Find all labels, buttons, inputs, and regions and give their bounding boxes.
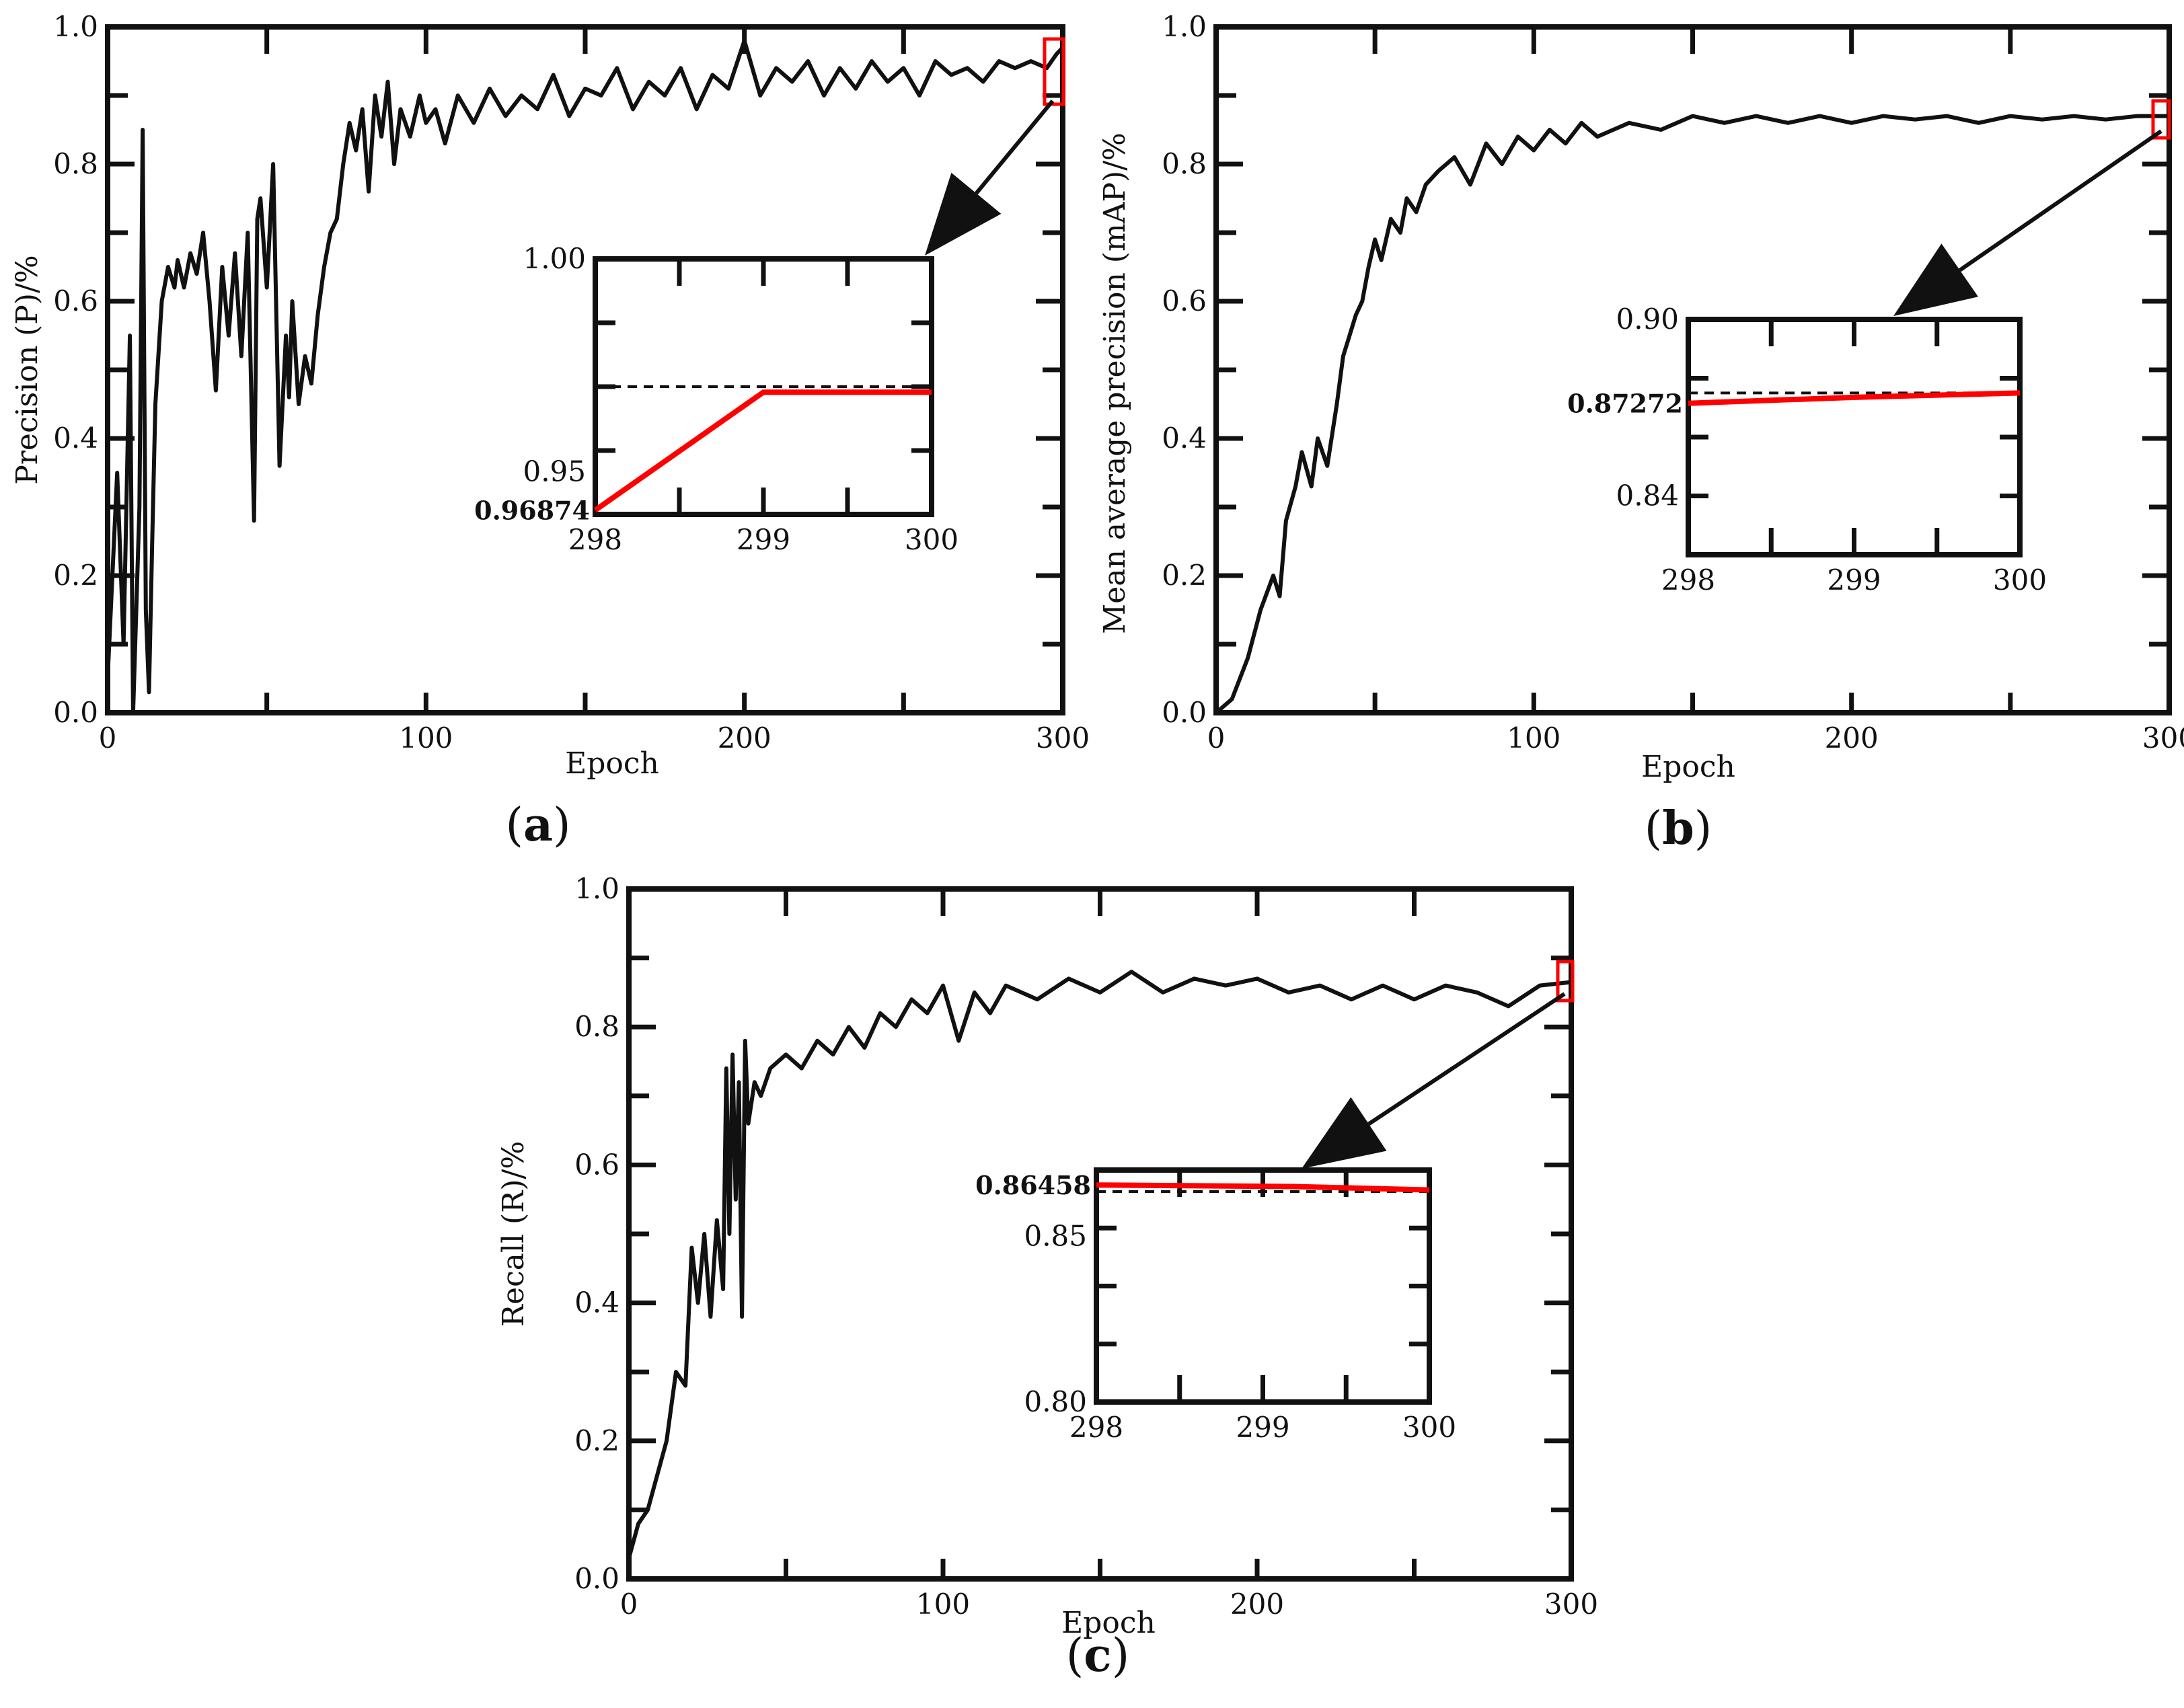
callout-arrow-shaft	[1959, 129, 2162, 272]
x-tick-label: 100	[399, 722, 453, 754]
callout-arrow-shaft	[975, 100, 1055, 195]
x-tick-label: 100	[1507, 722, 1560, 754]
callout-arrow-shaft	[1367, 992, 1566, 1126]
inset-frame	[1094, 1167, 1432, 1405]
panel-label-close: )	[1112, 1629, 1130, 1682]
panel-b: 0.0 0.2 0.4 0.6 0.8 1.0 0 100 200 300 Epoch Mean av…	[1098, 10, 2184, 855]
y-tick-label: 0.6	[574, 1148, 619, 1181]
y-tick-label: 0.2	[574, 1424, 619, 1457]
inset-chart: 298 299 300 0.95 1.00 0.96874	[474, 242, 958, 556]
panel-label: (b)	[1645, 802, 1712, 855]
inset-series-line	[1096, 1182, 1430, 1193]
zoom-region-marker	[2151, 99, 2171, 140]
y-tick-label: 0.6	[53, 284, 98, 317]
inset-x-tick-label: 299	[1236, 1411, 1289, 1444]
y-tick-label: 0.4	[574, 1286, 619, 1319]
inset-callout-value: 0.96874	[474, 496, 590, 526]
inset-series-line	[593, 389, 932, 512]
panel-label: (a)	[505, 798, 570, 852]
x-tick-label: 200	[1825, 722, 1879, 754]
inset-y-tick-label: 0.85	[1024, 1220, 1087, 1253]
inset-y-tick-label: 0.95	[523, 455, 586, 488]
inset-x-tick-label: 300	[905, 523, 958, 556]
y-tick-label: 1.0	[574, 872, 619, 905]
inset-series-line	[1688, 390, 2021, 406]
panel-label-open: (	[1066, 1629, 1084, 1682]
y-tick-label: 0.0	[53, 696, 98, 729]
x-tick-label: 0	[620, 1588, 638, 1621]
inset-chart: 298 299 300 0.80 0.85 0.86458	[975, 1167, 1456, 1444]
x-tick-label: 200	[718, 722, 771, 754]
x-tick-label: 300	[1036, 722, 1090, 754]
panel-label-open: (	[1645, 802, 1663, 855]
y-tick-label: 0.2	[53, 559, 98, 592]
panel-label-letter: c	[1084, 1629, 1111, 1682]
series-line	[106, 38, 1065, 715]
x-axis-label: Epoch	[1061, 1606, 1156, 1640]
x-axis-label: Epoch	[565, 746, 659, 781]
x-tick-label: 0	[99, 722, 117, 754]
inset-x-tick-label: 300	[1993, 564, 2047, 596]
inset-x-tick-label: 299	[1827, 564, 1881, 596]
y-tick-label: 0.4	[1162, 422, 1207, 455]
panel-c: 0.0 0.2 0.4 0.6 0.8 1.0 0 100 200 300 Epoch Recall …	[496, 872, 1598, 1682]
inset-y-tick-label: 0.90	[1616, 303, 1679, 336]
inset-x-tick-label: 298	[1661, 564, 1715, 596]
panel-label-letter: b	[1662, 802, 1694, 855]
y-axis-label: Recall (R)/%	[496, 1141, 531, 1327]
y-tick-label: 0.8	[574, 1010, 619, 1043]
callout-arrowhead	[1302, 1097, 1387, 1169]
y-tick-label: 0.8	[1162, 147, 1207, 180]
x-tick-label: 300	[2142, 722, 2184, 754]
series-line	[1215, 114, 2169, 715]
inset-x-tick-label: 300	[1402, 1411, 1456, 1444]
y-axis-label: Precision (P)/%	[10, 255, 44, 484]
panel-label-open: (	[505, 799, 523, 852]
y-axis-label: Mean average precision (mAP)/%	[1098, 132, 1132, 634]
x-tick-label: 200	[1230, 1588, 1284, 1621]
y-tick-label: 0.0	[1162, 696, 1207, 729]
inset-callout-value: 0.87272	[1567, 389, 1683, 419]
x-axis-label: Epoch	[1641, 750, 1735, 784]
inset-chart: 298 299 300 0.84 0.90 0.87272	[1567, 303, 2047, 596]
inset-x-tick-label: 298	[1069, 1411, 1123, 1444]
panel-a: 0.00.20.40.60.81.00 100 200 300EpochPrecisi…	[10, 10, 1090, 852]
y-tick-label: 1.0	[1162, 10, 1207, 43]
inset-y-tick-label: 0.84	[1616, 479, 1679, 512]
x-tick-label: 0	[1207, 722, 1226, 754]
y-tick-label: 1.0	[53, 10, 98, 43]
inset-x-tick-label: 299	[737, 523, 790, 556]
zoom-region-marker	[1043, 37, 1065, 106]
inset-y-tick-label: 1.00	[523, 242, 586, 275]
x-tick-label: 100	[916, 1588, 970, 1621]
inset-y-tick-label: 0.80	[1024, 1385, 1087, 1418]
callout-arrowhead	[925, 172, 1002, 256]
y-tick-label: 0.0	[574, 1562, 619, 1595]
series-line	[627, 970, 1572, 1559]
panel-label-letter: a	[523, 798, 553, 852]
y-tick-label: 0.6	[1162, 284, 1207, 317]
x-tick-label: 300	[1544, 1588, 1598, 1621]
inset-callout-value: 0.86458	[975, 1170, 1091, 1200]
panel-label: (c)	[1066, 1629, 1129, 1682]
inset-x-tick-label: 298	[568, 523, 622, 556]
y-tick-label: 0.8	[53, 147, 98, 180]
zoom-region-marker	[1556, 960, 1575, 1003]
callout-arrowhead	[1893, 243, 1979, 316]
inset-frame	[1686, 317, 2023, 557]
panel-label-close: )	[1694, 802, 1712, 855]
y-tick-label: 0.2	[1162, 559, 1207, 592]
y-tick-label: 0.4	[53, 422, 98, 455]
panel-label-close: )	[553, 799, 571, 852]
